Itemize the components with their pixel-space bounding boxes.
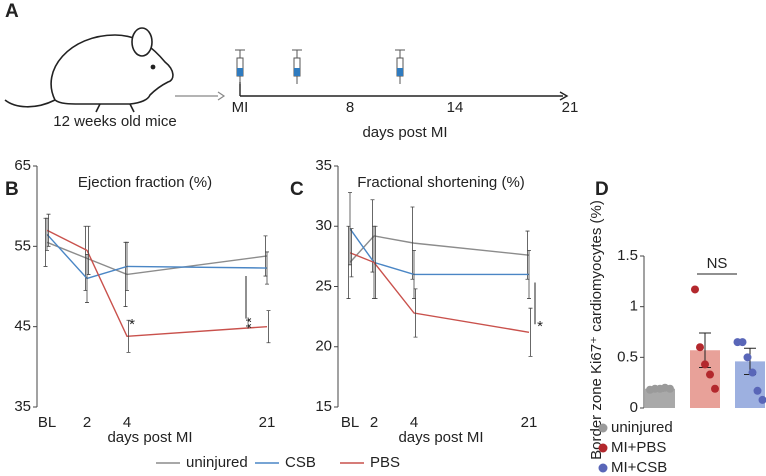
y-tick-label: 65 bbox=[14, 157, 31, 174]
data-point bbox=[696, 343, 704, 352]
panel-letter: D bbox=[595, 179, 609, 200]
data-point bbox=[758, 395, 766, 404]
data-point bbox=[753, 386, 762, 395]
syringe-fluid bbox=[397, 68, 403, 76]
legend-label: PBS bbox=[370, 454, 400, 471]
legend-label: MI+CSB bbox=[611, 459, 667, 476]
panel-letter: B bbox=[5, 179, 19, 200]
arrow-head bbox=[217, 91, 226, 101]
data-point bbox=[691, 285, 699, 294]
timeline-tick: 14 bbox=[447, 99, 464, 116]
x-tick-label: BL bbox=[38, 414, 56, 431]
x-tick-label: 2 bbox=[370, 414, 378, 431]
data-point bbox=[743, 353, 752, 362]
error-bar bbox=[265, 251, 269, 285]
x-tick-label: 2 bbox=[83, 414, 91, 431]
legend: uninjured CSB PBS bbox=[156, 454, 400, 471]
series-line bbox=[46, 233, 268, 280]
bar bbox=[645, 388, 675, 408]
data-point bbox=[701, 360, 709, 369]
timeline-label: days post MI bbox=[362, 124, 447, 141]
error-bar bbox=[373, 225, 378, 299]
legend-dot bbox=[598, 423, 608, 433]
data-point bbox=[666, 384, 674, 393]
syringe-fluid bbox=[294, 68, 300, 76]
timeline-tick: 8 bbox=[346, 99, 354, 116]
error-bar bbox=[349, 228, 354, 278]
series-line bbox=[46, 229, 268, 338]
legend-label: uninjured bbox=[186, 454, 248, 471]
x-tick-label: BL bbox=[341, 414, 359, 431]
x-axis-label: days post MI bbox=[398, 429, 483, 446]
data-point bbox=[738, 338, 747, 347]
syringes bbox=[235, 49, 405, 84]
error-bar bbox=[528, 307, 533, 357]
significance: NS bbox=[707, 255, 728, 272]
significance: * bbox=[537, 318, 543, 335]
y-tick-label: 35 bbox=[14, 398, 31, 415]
chart-title: Fractional shortening (%) bbox=[357, 174, 525, 191]
error-bar bbox=[527, 249, 531, 299]
timeline-tick: MI bbox=[232, 99, 249, 116]
y-tick-label: 20 bbox=[315, 338, 332, 355]
error-bar bbox=[86, 225, 91, 275]
y-tick-label: 55 bbox=[14, 237, 31, 254]
series-line bbox=[349, 252, 530, 333]
series-line bbox=[349, 228, 529, 276]
panel-letter: A bbox=[5, 1, 19, 22]
legend-label: MI+PBS bbox=[611, 439, 666, 456]
panel-letter: C bbox=[290, 179, 304, 200]
x-tick-label: 21 bbox=[259, 414, 276, 431]
timeline-arrow bbox=[559, 91, 569, 101]
series-line bbox=[46, 241, 268, 276]
x-tick-label: 21 bbox=[521, 414, 538, 431]
legend-label: uninjured bbox=[611, 419, 673, 436]
error-bar bbox=[266, 310, 271, 344]
legend-label: CSB bbox=[285, 454, 316, 471]
y-tick-label: 15 bbox=[315, 398, 332, 415]
error-bar bbox=[125, 241, 129, 291]
significance: * bbox=[129, 316, 135, 333]
syringe-fluid bbox=[237, 68, 243, 76]
chart-title: Ejection fraction (%) bbox=[78, 174, 212, 191]
mouse-eye bbox=[150, 64, 156, 70]
y-tick-label: 1.5 bbox=[617, 247, 638, 264]
data-point bbox=[706, 370, 714, 379]
y-axis-label: Border zone Ki67⁺ cardiomyocytes (%) bbox=[588, 200, 605, 460]
legend-dot bbox=[598, 443, 608, 453]
y-tick-label: 25 bbox=[315, 277, 332, 294]
error-bar bbox=[46, 213, 51, 247]
caption: 12 weeks old mice bbox=[53, 113, 176, 130]
legend-dot bbox=[598, 463, 608, 473]
x-tick-label: 4 bbox=[410, 414, 418, 431]
significance: ** bbox=[243, 317, 260, 329]
x-axis-label: days post MI bbox=[107, 429, 192, 446]
series-line bbox=[349, 235, 530, 263]
y-tick-label: 30 bbox=[315, 217, 332, 234]
data-point bbox=[748, 368, 757, 377]
y-tick-label: 45 bbox=[14, 318, 31, 335]
timeline-tick: 21 bbox=[562, 99, 579, 116]
error-bar bbox=[413, 288, 418, 338]
y-tick-label: 0 bbox=[630, 399, 638, 416]
y-tick-label: 1 bbox=[630, 298, 638, 315]
error-bar bbox=[126, 319, 131, 353]
x-tick-label: 4 bbox=[123, 414, 131, 431]
y-tick-label: 35 bbox=[315, 157, 332, 174]
y-tick-label: 0.5 bbox=[617, 348, 638, 365]
data-point bbox=[711, 384, 719, 393]
mouse-icon bbox=[4, 27, 174, 113]
